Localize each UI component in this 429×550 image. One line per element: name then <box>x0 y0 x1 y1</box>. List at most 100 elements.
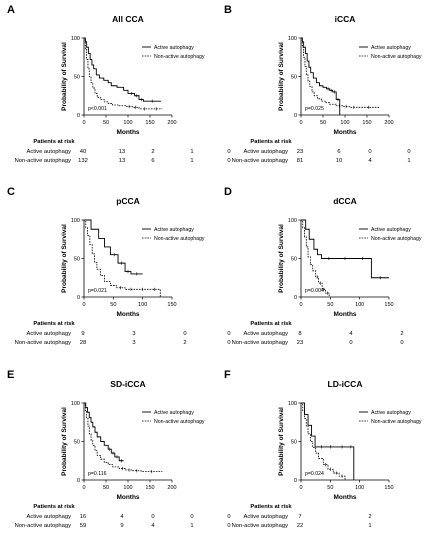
y-tick-label: 100 <box>71 401 80 407</box>
risk-count: 40 <box>80 149 86 155</box>
y-tick-label: 50 <box>291 440 297 446</box>
y-tick-label: 0 <box>77 478 80 484</box>
legend-label-nonactive: Non-active autophagy <box>154 419 205 425</box>
x-tick-label: 0 <box>299 302 302 308</box>
x-tick-label: 100 <box>123 120 132 126</box>
y-axis-title: Probability of Survival <box>61 224 68 293</box>
x-axis-title: Months <box>333 311 356 318</box>
y-tick-label: 50 <box>74 75 80 81</box>
p-value-label: p=0.025 <box>305 106 324 112</box>
y-tick-label: 50 <box>74 257 80 263</box>
risk-count: 13 <box>119 158 125 164</box>
x-tick-label: 0 <box>82 120 85 126</box>
x-tick-label: 150 <box>145 485 154 491</box>
risk-count: 9 <box>81 331 84 337</box>
risk-count: 0 <box>227 523 230 529</box>
y-tick-label: 50 <box>291 75 297 81</box>
risk-count: 28 <box>80 340 86 346</box>
y-tick-label: 0 <box>294 113 297 119</box>
y-tick-label: 100 <box>288 36 297 42</box>
x-tick-label: 200 <box>167 120 176 126</box>
y-tick-label: 100 <box>288 218 297 224</box>
risk-count: 0 <box>227 149 230 155</box>
x-axis-title: Months <box>116 494 139 501</box>
panel-title: dCCA <box>333 196 357 206</box>
survival-curve-nonactive <box>301 219 330 297</box>
panel-letter: D <box>224 186 232 198</box>
risk-count: 0 <box>190 514 193 520</box>
y-tick-label: 0 <box>294 478 297 484</box>
risk-count: 0 <box>227 331 230 337</box>
x-tick-label: 100 <box>355 485 364 491</box>
risk-count: 3 <box>132 331 135 337</box>
y-tick-label: 0 <box>77 295 80 301</box>
risk-row-label: Non-active autophagy <box>232 158 288 164</box>
panel-title: pCCA <box>116 196 140 206</box>
risk-count: 0 <box>227 340 230 346</box>
p-value-label: p=0.024 <box>305 471 324 477</box>
risk-row-label: Non-active autophagy <box>15 340 71 346</box>
x-axis-title: Months <box>116 129 139 136</box>
x-tick-label: 100 <box>340 120 349 126</box>
y-tick-label: 50 <box>74 440 80 446</box>
x-axis-title: Months <box>333 129 356 136</box>
risk-row-label: Non-active autophagy <box>232 523 288 529</box>
legend-label-active: Active autophagy <box>154 227 194 233</box>
x-tick-label: 200 <box>167 485 176 491</box>
x-tick-label: 150 <box>145 120 154 126</box>
risk-count: 0 <box>400 340 403 346</box>
risk-count: 2 <box>368 514 371 520</box>
risk-count: 2 <box>400 331 403 337</box>
risk-count: 23 <box>297 149 303 155</box>
risk-count: 8 <box>298 331 301 337</box>
risk-row-label: Active autophagy <box>244 331 289 337</box>
x-tick-label: 100 <box>355 302 364 308</box>
p-value-label: p<0.001 <box>88 106 107 112</box>
y-axis-title: Probability of Survival <box>278 42 285 111</box>
risk-count: 132 <box>78 158 88 164</box>
p-value-label: p=0.116 <box>88 471 107 477</box>
survival-curve-nonactive <box>84 219 161 297</box>
x-tick-label: 150 <box>384 302 393 308</box>
risk-count: 10 <box>336 158 342 164</box>
y-axis-title: Probability of Survival <box>61 407 68 476</box>
risk-count: 1 <box>190 149 193 155</box>
risk-count: 1 <box>190 158 193 164</box>
x-tick-label: 200 <box>384 120 393 126</box>
risk-count: 0 <box>151 514 154 520</box>
survival-curve-active <box>301 402 355 480</box>
x-tick-label: 0 <box>299 485 302 491</box>
risk-count: 0 <box>227 514 230 520</box>
risk-table-title: Patients at risk <box>33 321 75 327</box>
risk-row-label: Non-active autophagy <box>232 340 288 346</box>
legend-label-nonactive: Non-active autophagy <box>371 419 422 425</box>
p-value-label: p=0.004 <box>305 288 324 294</box>
x-tick-label: 0 <box>299 120 302 126</box>
x-tick-label: 100 <box>138 302 147 308</box>
panel-title: SD-iCCA <box>110 379 145 389</box>
risk-count: 0 <box>407 149 410 155</box>
y-tick-label: 50 <box>291 257 297 263</box>
risk-count: 2 <box>151 149 154 155</box>
risk-count: 1 <box>368 523 371 529</box>
x-tick-label: 50 <box>103 120 109 126</box>
risk-table-title: Patients at risk <box>250 139 292 145</box>
risk-count: 4 <box>120 514 124 520</box>
risk-count: 6 <box>337 149 340 155</box>
risk-count: 0 <box>183 331 186 337</box>
risk-row-label: Non-active autophagy <box>15 523 71 529</box>
y-tick-label: 100 <box>71 36 80 42</box>
risk-table-title: Patients at risk <box>33 139 75 145</box>
risk-count: 59 <box>80 523 86 529</box>
y-axis-title: Probability of Survival <box>278 224 285 293</box>
risk-count: 0 <box>227 158 230 164</box>
x-tick-label: 50 <box>110 302 116 308</box>
panel-title: LD-iCCA <box>328 379 363 389</box>
legend-label-active: Active autophagy <box>371 227 411 233</box>
y-tick-label: 0 <box>294 295 297 301</box>
survival-curve-nonactive <box>84 402 163 472</box>
legend-label-nonactive: Non-active autophagy <box>371 54 422 60</box>
